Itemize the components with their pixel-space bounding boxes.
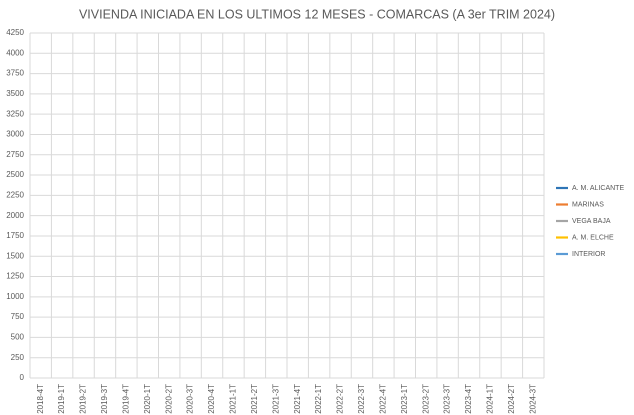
- x-tick-label: 2019-1T: [57, 384, 66, 414]
- x-tick-label: 2022-1T: [314, 384, 323, 414]
- y-tick-label: 1250: [6, 272, 24, 281]
- x-tick-label: 2024-3T: [528, 384, 537, 414]
- x-tick-label: 2022-4T: [378, 384, 387, 414]
- y-tick-label: 500: [11, 333, 25, 342]
- x-tick-label: 2018-4T: [36, 384, 45, 414]
- chart-title: VIVIENDA INICIADA EN LOS ULTIMOS 12 MESE…: [79, 7, 555, 21]
- y-tick-label: 1750: [6, 231, 24, 240]
- x-tick-label: 2021-1T: [229, 384, 238, 414]
- y-tick-label: 3000: [6, 130, 24, 139]
- x-tick-label: 2019-2T: [79, 384, 88, 414]
- x-tick-label: 2020-2T: [164, 384, 173, 414]
- x-tick-label: 2021-2T: [250, 384, 259, 414]
- y-tick-label: 2500: [6, 170, 24, 179]
- x-tick-label: 2019-3T: [100, 384, 109, 414]
- y-tick-label: 750: [11, 312, 25, 321]
- y-tick-label: 4000: [6, 48, 24, 57]
- legend-label: VEGA BAJA: [572, 218, 611, 225]
- y-tick-label: 2250: [6, 190, 24, 199]
- legend-label: A. M. ELCHE: [572, 234, 614, 241]
- y-tick-label: 0: [20, 373, 25, 382]
- y-tick-label: 1000: [6, 292, 24, 301]
- x-tick-label: 2021-3T: [271, 384, 280, 414]
- legend-label: INTERIOR: [572, 251, 605, 258]
- x-tick-label: 2024-2T: [507, 384, 516, 414]
- y-tick-label: 1500: [6, 251, 24, 260]
- legend-label: MARINAS: [572, 201, 604, 208]
- x-tick-label: 2022-2T: [336, 384, 345, 414]
- y-tick-label: 3250: [6, 109, 24, 118]
- y-tick-label: 3750: [6, 69, 24, 78]
- y-tick-label: 2750: [6, 150, 24, 159]
- y-tick-label: 2000: [6, 211, 24, 220]
- x-tick-label: 2023-2T: [421, 384, 430, 414]
- x-tick-label: 2020-4T: [207, 384, 216, 414]
- y-tick-label: 4250: [6, 28, 24, 37]
- x-tick-label: 2021-4T: [293, 384, 302, 414]
- legend-label: A. M. ALICANTE: [572, 185, 624, 192]
- x-tick-label: 2023-3T: [443, 384, 452, 414]
- x-tick-label: 2023-1T: [400, 384, 409, 414]
- x-tick-label: 2024-1T: [486, 384, 495, 414]
- x-tick-label: 2022-3T: [357, 384, 366, 414]
- x-tick-label: 2020-3T: [186, 384, 195, 414]
- y-tick-label: 3500: [6, 89, 24, 98]
- x-tick-label: 2019-4T: [121, 384, 130, 414]
- y-tick-label: 250: [11, 353, 25, 362]
- x-tick-label: 2020-1T: [143, 384, 152, 414]
- x-tick-label: 2023-4T: [464, 384, 473, 414]
